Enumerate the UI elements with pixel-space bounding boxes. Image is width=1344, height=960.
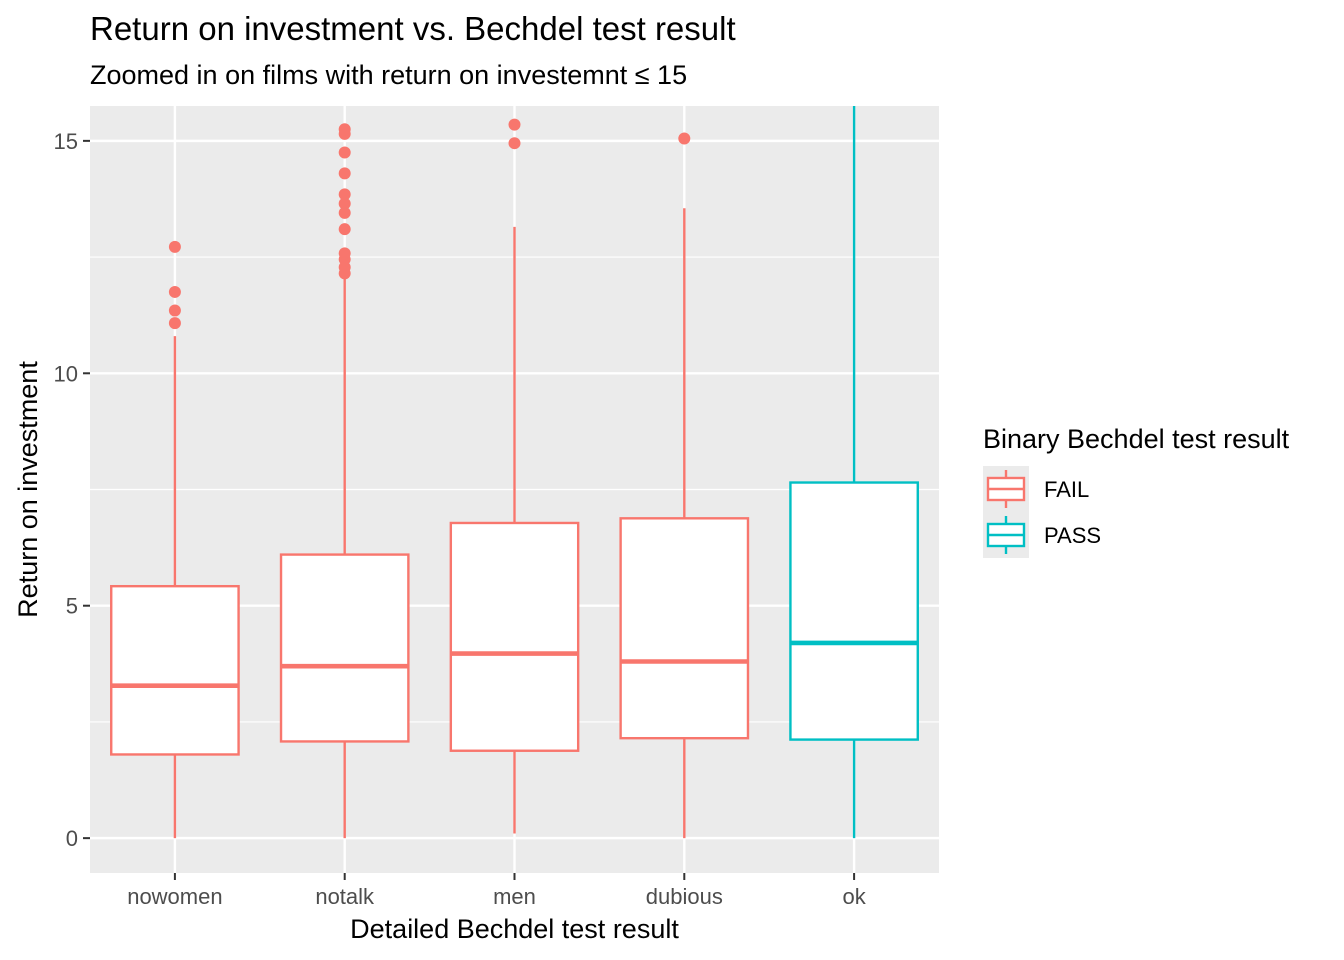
outlier-point: [168, 304, 181, 317]
legend: Binary Bechdel test result FAIL PASS: [983, 424, 1290, 558]
legend-entry-pass: PASS: [983, 512, 1101, 558]
legend-entry-fail: FAIL: [983, 466, 1089, 512]
x-tick-label: dubious: [646, 884, 723, 909]
outlier-point: [168, 317, 181, 330]
boxplots: [110, 106, 919, 839]
legend-label: PASS: [1044, 523, 1101, 548]
box-men: [449, 118, 580, 834]
x-axis-title: Detailed Bechdel test result: [350, 914, 679, 944]
outlier-point: [338, 167, 351, 180]
box-body: [279, 553, 410, 743]
outlier-point: [508, 118, 521, 131]
box-dubious: [619, 132, 750, 839]
outlier-point: [338, 123, 351, 136]
y-tick-label: 15: [54, 129, 78, 154]
outlier-point: [168, 285, 181, 298]
x-tick-label: notalk: [315, 884, 375, 909]
legend-label: FAIL: [1044, 477, 1089, 502]
y-axis-title: Return on investment: [13, 361, 43, 618]
outlier-point: [338, 197, 351, 210]
box-ok: [789, 106, 919, 839]
box-notalk: [279, 123, 410, 839]
outlier-point: [678, 132, 691, 145]
chart-subtitle: Zoomed in on films with return on invest…: [90, 60, 687, 90]
outlier-point: [508, 137, 521, 150]
outlier-point: [338, 146, 351, 159]
outlier-point: [338, 188, 351, 201]
box-body: [449, 521, 580, 752]
box-body: [619, 517, 750, 740]
chart-title: Return on investment vs. Bechdel test re…: [90, 10, 736, 47]
outlier-point: [338, 206, 351, 219]
box-body: [110, 584, 240, 756]
outlier-point: [168, 240, 181, 253]
axes: 0 5 10 15 nowomen notalk men dubious ok: [54, 129, 867, 909]
y-tick-label: 5: [66, 594, 78, 619]
y-tick-label: 10: [54, 361, 78, 386]
outlier-point: [338, 223, 351, 236]
legend-title: Binary Bechdel test result: [983, 424, 1290, 454]
x-tick-label: nowomen: [127, 884, 222, 909]
x-tick-label: ok: [842, 884, 866, 909]
outlier-point: [338, 247, 351, 260]
box-nowomen: [110, 240, 240, 839]
box-body: [789, 481, 919, 741]
y-tick-label: 0: [66, 826, 78, 851]
x-tick-label: men: [493, 884, 536, 909]
